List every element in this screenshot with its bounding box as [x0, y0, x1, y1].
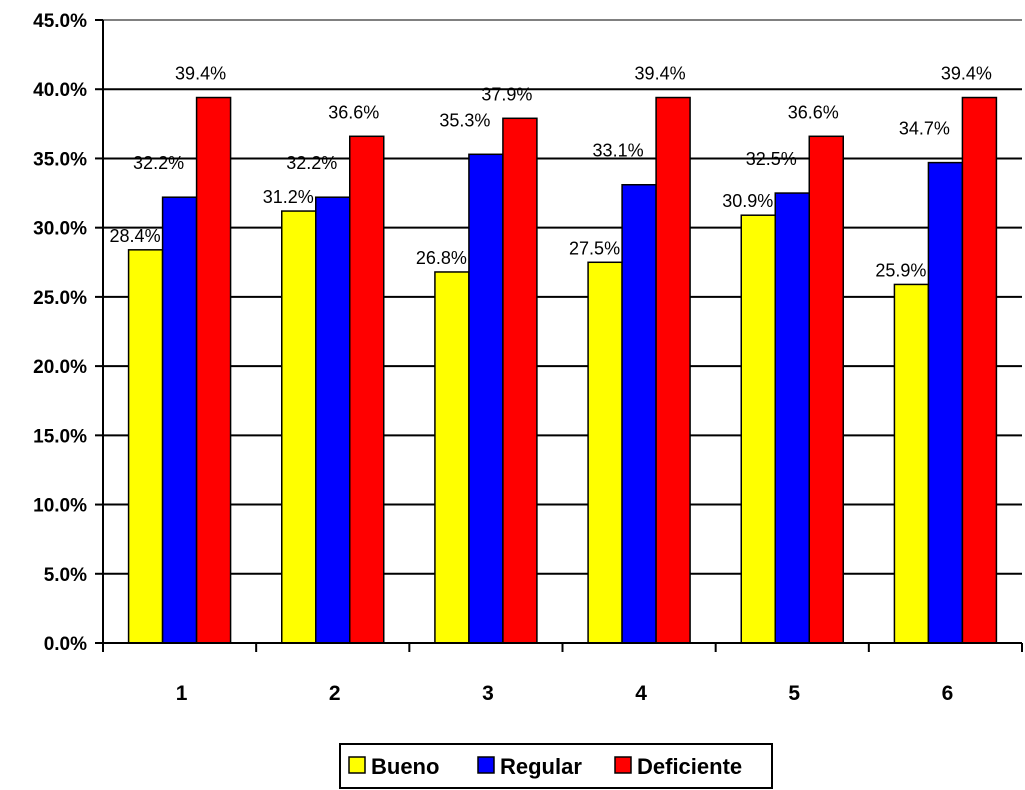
data-label: 39.4%	[175, 64, 226, 84]
bar	[655, 96, 691, 644]
y-tick-label: 15.0%	[33, 426, 87, 447]
bar	[281, 210, 317, 644]
axes	[102, 20, 1022, 652]
data-label: 34.7%	[899, 119, 950, 139]
bar	[927, 161, 964, 644]
x-category-label: 3	[482, 682, 494, 705]
bar	[434, 271, 470, 644]
y-tick-label: 20.0%	[33, 357, 87, 378]
bar	[127, 249, 164, 644]
y-tick-label: 10.0%	[33, 496, 87, 517]
y-tick-label: 5.0%	[44, 565, 87, 586]
data-label: 39.4%	[941, 64, 992, 84]
y-tick-label: 0.0%	[44, 634, 87, 655]
y-tick-label: 25.0%	[33, 288, 87, 309]
data-label: 37.9%	[481, 84, 532, 104]
legend-label: Bueno	[371, 754, 439, 779]
data-label: 26.8%	[416, 248, 467, 268]
data-label: 30.9%	[722, 191, 773, 211]
data-label: 32.2%	[286, 153, 337, 173]
data-label: 33.1%	[593, 141, 644, 161]
bar	[808, 135, 844, 644]
legend-box	[339, 743, 773, 789]
bar	[195, 96, 232, 644]
bars	[127, 96, 998, 644]
data-label: 27.5%	[569, 238, 620, 258]
bar	[893, 283, 930, 644]
bar	[961, 96, 998, 644]
x-category-label: 4	[635, 682, 647, 705]
legend-label: Regular	[500, 754, 582, 779]
data-labels: 28.4% 32.2% 39.4% 31.2% 32.2% 36.6% 26.8% 35.3%…	[110, 64, 992, 281]
x-category-label: 2	[329, 682, 341, 705]
bar	[621, 183, 657, 644]
data-label: 35.3%	[439, 110, 490, 130]
data-label: 31.2%	[263, 187, 314, 207]
data-label: 39.4%	[635, 64, 686, 84]
x-axis-ticks: 1 2 3 4 5 6	[176, 643, 1023, 705]
data-label: 32.2%	[133, 153, 184, 173]
bar	[587, 261, 623, 644]
y-tick-label: 30.0%	[33, 219, 87, 240]
bar	[774, 192, 810, 644]
x-category-label: 6	[942, 682, 954, 705]
data-label: 32.5%	[746, 149, 797, 169]
data-label: 28.4%	[110, 226, 161, 246]
y-tick-label: 35.0%	[33, 149, 87, 170]
y-tick-label: 45.0%	[33, 11, 87, 32]
bar	[349, 135, 385, 644]
x-category-label: 1	[176, 682, 188, 705]
bar	[468, 153, 504, 644]
x-category-label: 5	[788, 682, 800, 705]
bar	[161, 196, 198, 644]
data-label: 25.9%	[875, 260, 926, 280]
y-tick-label: 40.0%	[33, 80, 87, 101]
bar	[502, 117, 538, 644]
y-axis-ticks: 0.0% 5.0% 10.0% 15.0% 20.0% 25.0% 30.0% 35.0% 40…	[33, 11, 103, 655]
bar	[740, 214, 776, 644]
legend-swatch	[477, 756, 495, 774]
legend-swatch	[614, 756, 632, 774]
legend-label: Deficiente	[637, 754, 742, 779]
data-label: 36.6%	[788, 102, 839, 122]
bar	[315, 196, 351, 644]
gridlines	[103, 19, 1022, 575]
data-label: 36.6%	[328, 102, 379, 122]
legend: Bueno Regular Deficiente	[339, 743, 773, 789]
legend-swatch	[348, 756, 366, 774]
